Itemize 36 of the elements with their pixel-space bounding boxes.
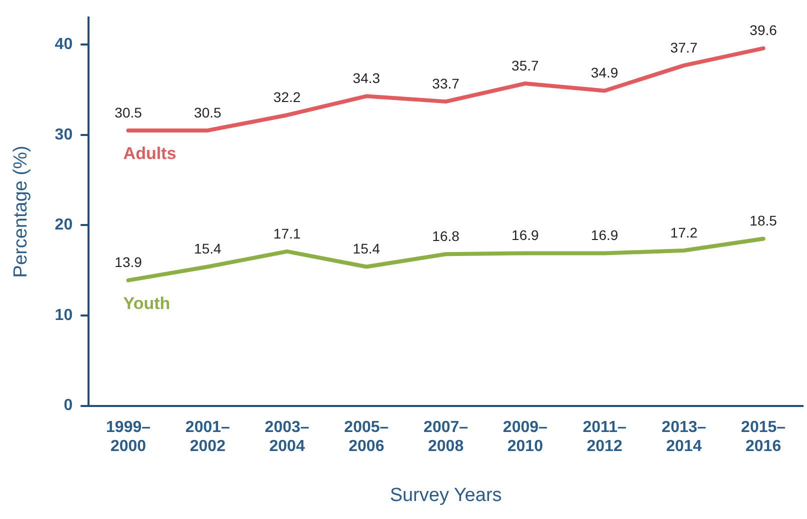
x-tick-label: 1999–2000 (106, 418, 151, 456)
series-label: Adults (123, 144, 176, 164)
x-tick-label: 2011–2012 (582, 418, 626, 456)
data-label: 30.5 (114, 104, 142, 120)
data-label: 34.9 (590, 64, 618, 81)
x-tick-label: 2009–2010 (502, 418, 548, 456)
data-label: 30.5 (194, 104, 222, 120)
x-tick-label: 2005–2006 (344, 418, 389, 456)
data-label: 15.4 (194, 240, 222, 257)
data-label: 17.2 (670, 224, 698, 240)
data-label: 16.9 (512, 227, 540, 244)
y-tick-label: 0 (64, 397, 73, 414)
data-label: 16.8 (432, 228, 460, 244)
data-label: 32.2 (273, 88, 301, 105)
series-label: Youth (123, 294, 170, 313)
y-tick-label: 40 (54, 36, 73, 54)
data-label: 13.9 (114, 254, 142, 270)
x-axis-title: Survey Years (390, 484, 502, 506)
y-tick-label: 30 (54, 126, 73, 144)
data-label: 17.1 (273, 225, 301, 242)
data-label: 37.7 (670, 39, 698, 56)
x-tick-label: 2013–2014 (662, 418, 706, 456)
y-tick-label: 10 (54, 306, 73, 324)
data-label: 39.6 (750, 22, 778, 38)
x-tick-label: 2015–2016 (741, 418, 786, 456)
data-label: 33.7 (432, 75, 460, 92)
data-label: 15.4 (352, 240, 380, 257)
x-tick-label: 2001–2002 (185, 418, 230, 456)
data-label: 16.9 (590, 227, 618, 244)
data-label: 18.5 (750, 212, 778, 229)
y-tick-label: 20 (54, 216, 73, 234)
x-tick-label: 2007–2008 (424, 418, 468, 456)
data-label: 35.7 (512, 57, 540, 74)
x-tick-label: 2003–2004 (264, 418, 310, 456)
y-axis-title: Percentage (%) (10, 146, 32, 278)
data-label: 34.3 (352, 70, 380, 86)
